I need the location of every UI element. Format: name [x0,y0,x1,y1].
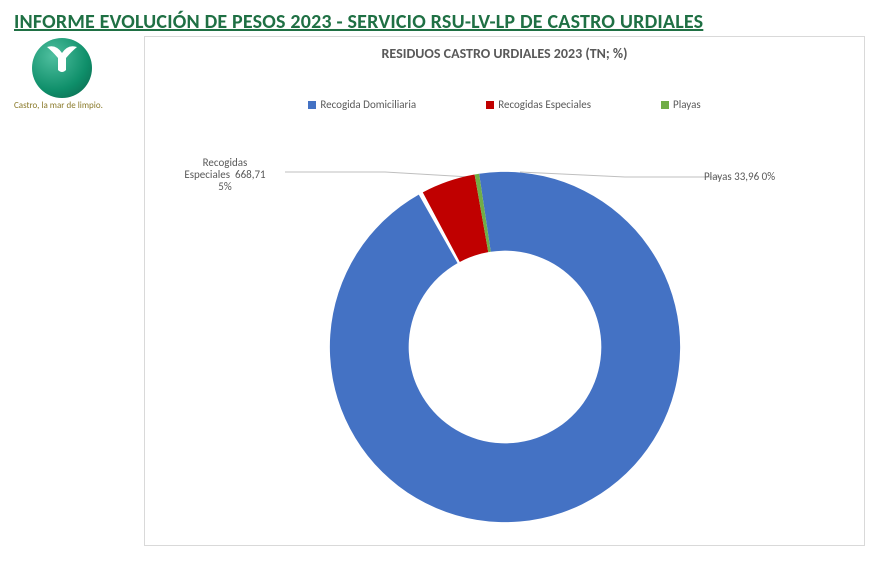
whale-tail-icon [46,44,78,74]
legend-label: Recogidas Especiales [498,98,591,111]
logo-icon [32,38,92,98]
legend-item: Playas [661,98,701,111]
legend-label: Recogida Domiciliaria [320,98,416,111]
chart-title: RESIDUOS CASTRO URDIALES 2023 (TN; %) [145,45,864,62]
donut-chart: RESIDUOS CASTRO URDIALES 2023 (TN; %) Re… [144,36,865,546]
callout-playas: Playas 33,96 0% [704,171,824,183]
legend-swatch-icon [486,101,494,109]
chart-legend: Recogida Domiciliaria Recogidas Especial… [145,98,864,111]
callout-especiales: RecogidasEspeciales 668,715% [165,157,285,193]
legend-swatch-icon [661,101,669,109]
logo-block: Castro, la mar de limpio. [14,36,144,111]
legend-swatch-icon [308,101,316,109]
legend-item: Recogidas Especiales [486,98,591,111]
logo-caption: Castro, la mar de limpio. [14,100,144,111]
donut-plot [325,167,685,527]
page-title: INFORME EVOLUCIÓN DE PESOS 2023 - SERVIC… [14,10,865,34]
legend-item: Recogida Domiciliaria [308,98,416,111]
legend-label: Playas [673,98,701,111]
